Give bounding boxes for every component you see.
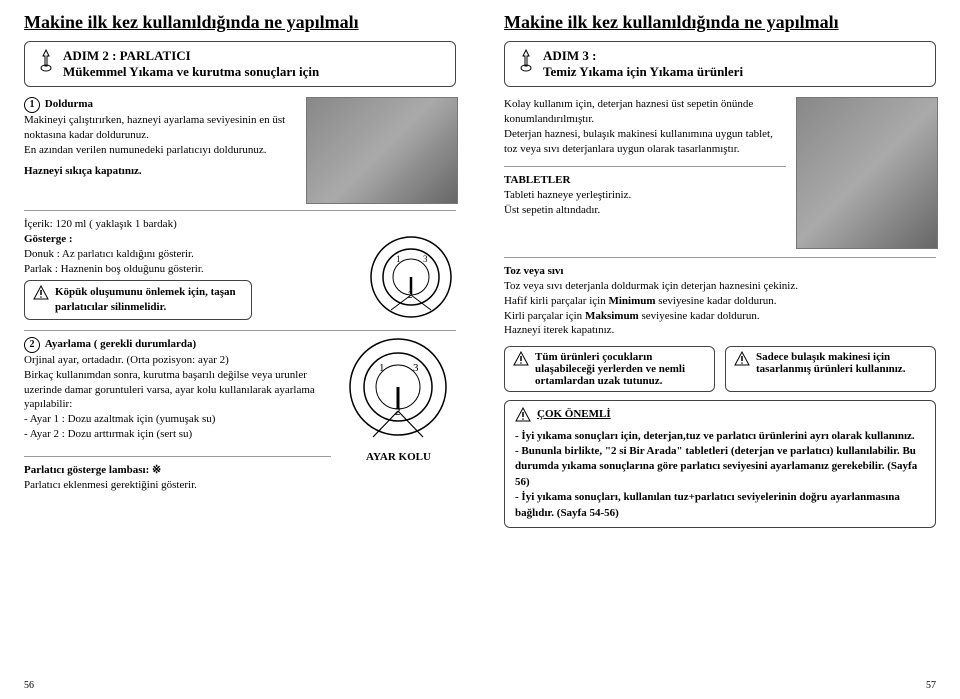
- hand-icon: [35, 48, 57, 79]
- ayarlama-li2: - Ayar 2 : Dozu arttırmak için (sert su): [24, 427, 331, 442]
- warn-children: Tüm ürünleri çocukların ulaşabileceği ye…: [535, 351, 706, 387]
- toz-p3: Kirli parçalar için Maksimum seviyesine …: [504, 309, 936, 324]
- important-li2: - Bununla birlikte, "2 si Bir Arada" tab…: [515, 444, 925, 490]
- divider: [504, 257, 936, 258]
- divider: [504, 166, 786, 167]
- tabletler-p1: Tableti hazneye yerleştiriniz.: [504, 188, 786, 203]
- svg-text:1: 1: [379, 362, 385, 374]
- ayarlama-li1: - Ayar 1 : Dozu azaltmak için (yumuşak s…: [24, 412, 331, 427]
- svg-text:3: 3: [423, 254, 428, 264]
- page-title-right: Makine ilk kez kullanıldığında ne yapılm…: [504, 12, 936, 33]
- dispenser-photo: [306, 97, 458, 204]
- hand-icon: [515, 48, 537, 79]
- ayarlama-heading: Ayarlama ( gerekli durumlarda): [45, 338, 196, 350]
- toz-p4: Hazneyi iterek kapatınız.: [504, 323, 936, 338]
- warning-icon: [515, 407, 531, 428]
- lamp-heading: Parlatıcı gösterge lambası: ※: [24, 464, 161, 476]
- intro-p2: Deterjan haznesi, bulaşık makinesi kulla…: [504, 127, 786, 157]
- circled-2: 2: [24, 337, 40, 353]
- ayar-kolu-label: AYAR KOLU: [341, 451, 456, 463]
- gosterge-donuk: Donuk : Az parlatıcı kaldığını gösterir.: [24, 247, 358, 262]
- warn-kopuk: Köpük oluşumunu önlemek için, taşan parl…: [55, 285, 243, 315]
- gosterge-label: Gösterge :: [24, 232, 358, 247]
- warning-icon: [734, 351, 750, 370]
- page-number: 57: [926, 680, 936, 691]
- dial-icon: 1 3 2: [366, 232, 456, 322]
- svg-text:3: 3: [413, 362, 419, 374]
- divider: [24, 456, 331, 457]
- step-label: ADIM 3 :: [543, 48, 596, 63]
- gosterge-parlak: Parlak : Haznenin boş olduğunu gösterir.: [24, 262, 358, 277]
- doldurma-heading: Doldurma: [45, 98, 93, 110]
- ayarlama-p2: Birkaç kullanımdan sonra, kurutma başarı…: [24, 368, 331, 413]
- doldurma-p1: Makineyi çalıştırırken, hazneyi ayarlama…: [24, 113, 296, 143]
- warning-icon: [33, 285, 49, 306]
- page-number: 56: [24, 680, 34, 691]
- doldurma-p3: Hazneyi sıkıça kapatınız.: [24, 164, 296, 179]
- ayarlama-p1: Orjinal ayar, ortadadır. (Orta pozisyon:…: [24, 353, 331, 368]
- step-label: ADIM 2 : PARLATICI: [63, 48, 191, 63]
- toz-p2: Hafif kirli parçalar için Minimum seviye…: [504, 294, 936, 309]
- icerik: İçerik: 120 ml ( yaklaşık 1 bardak): [24, 217, 456, 232]
- doldurma-p2: En azından verilen numunedeki parlatıcıy…: [24, 143, 296, 158]
- step-box: ADIM 2 : PARLATICI Mükemmel Yıkama ve ku…: [24, 41, 456, 87]
- divider: [24, 210, 456, 211]
- toz-heading: Toz veya sıvı: [504, 265, 564, 277]
- rack-photo: [796, 97, 938, 249]
- toz-p1: Toz veya sıvı deterjanla doldurmak için …: [504, 279, 936, 294]
- step-desc: Mükemmel Yıkama ve kurutma sonuçları içi…: [63, 64, 319, 80]
- step-box: ADIM 3 : Temiz Yıkama için Yıkama ürünle…: [504, 41, 936, 87]
- dial-large-icon: 1 3 2: [341, 337, 456, 447]
- page-title-left: Makine ilk kez kullanıldığında ne yapılm…: [24, 12, 456, 33]
- svg-text:1: 1: [396, 254, 401, 264]
- warn-products: Sadece bulaşık makinesi için tasarlanmış…: [756, 351, 927, 375]
- important-box: ÇOK ÖNEMLİ - İyi yıkama sonuçları için, …: [504, 400, 936, 528]
- circled-1: 1: [24, 97, 40, 113]
- important-li1: - İyi yıkama sonuçları için, deterjan,tu…: [515, 429, 925, 444]
- divider: [24, 330, 456, 331]
- intro-p1: Kolay kullanım için, deterjan haznesi üs…: [504, 97, 786, 127]
- tabletler-heading: TABLETLER: [504, 173, 786, 188]
- important-heading: ÇOK ÖNEMLİ: [537, 407, 611, 422]
- lamp-text: Parlatıcı eklenmesi gerektiğini gösterir…: [24, 478, 331, 493]
- step-desc: Temiz Yıkama için Yıkama ürünleri: [543, 64, 743, 80]
- important-li3: - İyi yıkama sonuçları, kullanılan tuz+p…: [515, 490, 925, 521]
- warning-icon: [513, 351, 529, 370]
- tabletler-p2: Üst sepetin altındadır.: [504, 203, 786, 218]
